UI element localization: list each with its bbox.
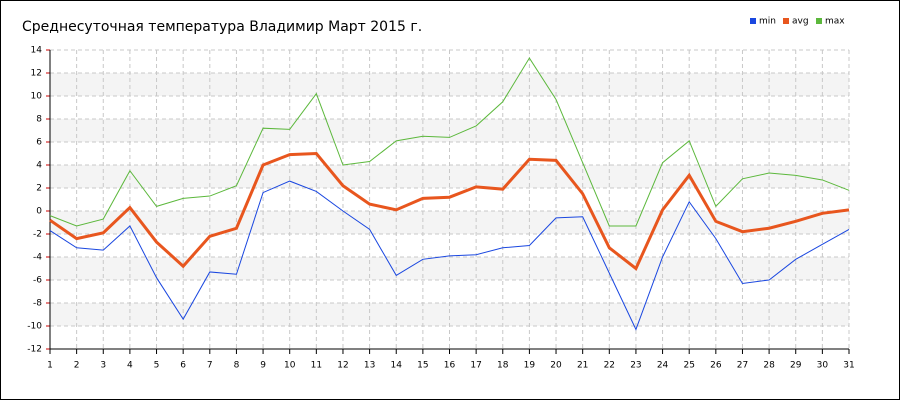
legend-swatch — [783, 18, 789, 24]
x-tick-label: 8 — [234, 361, 240, 371]
x-tick-label: 6 — [180, 361, 186, 371]
x-tick-label: 4 — [127, 361, 133, 371]
y-tick-label: 10 — [31, 92, 43, 102]
band — [50, 303, 849, 326]
x-tick-label: 31 — [843, 361, 854, 371]
y-tick-label: 0 — [36, 207, 42, 217]
x-tick-label: 2 — [74, 361, 80, 371]
x-tick-label: 20 — [550, 361, 562, 371]
x-tick-label: 28 — [763, 361, 775, 371]
x-tick-label: 3 — [100, 361, 106, 371]
y-tick-label: 4 — [36, 161, 42, 171]
band — [50, 211, 849, 234]
x-tick-label: 29 — [790, 361, 802, 371]
y-tick-label: -10 — [27, 322, 42, 332]
x-tick-label: 11 — [311, 361, 322, 371]
series-line — [49, 151, 850, 271]
x-tick-label: 26 — [710, 361, 722, 371]
y-tick-label: 12 — [31, 69, 42, 79]
legend-label: max — [825, 17, 845, 27]
x-tick-label: 21 — [577, 361, 588, 371]
legend-label: avg — [792, 17, 809, 27]
x-tick-label: 17 — [470, 361, 481, 371]
y-tick-label: 2 — [36, 184, 42, 194]
legend-swatch — [816, 18, 822, 24]
x-tick-label: 23 — [630, 361, 641, 371]
x-tick-label: 9 — [260, 361, 266, 371]
legend-swatch — [750, 18, 756, 24]
x-tick-label: 25 — [683, 361, 694, 371]
x-tick-label: 24 — [657, 361, 669, 371]
x-tick-label: 10 — [284, 361, 296, 371]
legend-label: min — [759, 17, 776, 27]
x-tick-label: 1 — [47, 361, 53, 371]
y-tick-label: 6 — [36, 138, 42, 148]
y-tick-label: -8 — [33, 299, 42, 309]
x-tick-label: 7 — [207, 361, 213, 371]
y-tick-label: -4 — [33, 253, 42, 263]
y-tick-label: 8 — [36, 115, 42, 125]
x-tick-label: 30 — [817, 361, 829, 371]
series-line — [49, 57, 850, 227]
x-tick-label: 19 — [524, 361, 536, 371]
x-tick-label: 18 — [497, 361, 509, 371]
x-tick-label: 16 — [444, 361, 456, 371]
band — [50, 73, 849, 96]
x-tick-label: 15 — [417, 361, 428, 371]
x-tick-label: 27 — [737, 361, 748, 371]
x-tick-label: 5 — [154, 361, 160, 371]
series-line — [49, 180, 850, 331]
y-tick-label: -6 — [33, 276, 42, 286]
y-tick-label: 14 — [31, 46, 43, 56]
chart-title: Среднесуточная температура Владимир Март… — [22, 19, 422, 35]
x-tick-label: 22 — [604, 361, 615, 371]
y-tick-label: -2 — [33, 230, 42, 240]
x-tick-label: 14 — [391, 361, 403, 371]
x-tick-label: 13 — [364, 361, 375, 371]
x-tick-label: 12 — [337, 361, 348, 371]
y-tick-label: -12 — [27, 345, 42, 355]
